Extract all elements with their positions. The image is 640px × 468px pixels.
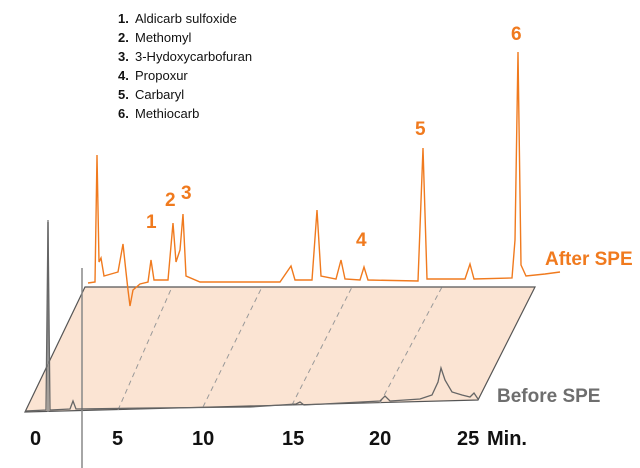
before-trace (24, 221, 479, 412)
legend-label: Propoxur (135, 68, 188, 83)
legend-label: Methiocarb (135, 106, 199, 121)
legend-number: 6. (118, 106, 129, 121)
legend-label: 3-Hydoxycarbofuran (135, 49, 252, 64)
x-tick-label: 20 (369, 428, 391, 450)
trace-label: After SPE (545, 249, 633, 270)
legend-label: Methomyl (135, 30, 191, 45)
peak-label: 6 (511, 24, 522, 45)
peak-label: 2 (165, 190, 176, 211)
x-tick-label: 0 (30, 428, 41, 450)
peak-label: 4 (356, 230, 367, 251)
legend-number: 4. (118, 68, 129, 83)
legend: 1. Aldicarb sulfoxide 2. Methomyl 3. 3-Hydoxy… (118, 11, 252, 121)
x-tick-label: 10 (192, 428, 214, 450)
x-tick-label: 25 (457, 428, 479, 450)
time-guides (117, 286, 443, 411)
peak-label: 5 (415, 119, 426, 140)
peak-label: 1 (146, 212, 157, 233)
trace-label: Before SPE (497, 386, 600, 407)
x-tick-label: 15 (282, 428, 304, 450)
legend-number: 3. (118, 49, 129, 64)
axis-unit: Min. (487, 428, 527, 450)
legend-number: 1. (118, 11, 129, 26)
x-tick-label: 5 (112, 428, 123, 450)
legend-label: Aldicarb sulfoxide (135, 11, 237, 26)
legend-number: 2. (118, 30, 129, 45)
legend-number: 5. (118, 87, 129, 102)
after-trace (87, 51, 561, 307)
plane (24, 286, 536, 413)
legend-label: Carbaryl (135, 87, 184, 102)
peak-label: 3 (181, 183, 192, 204)
